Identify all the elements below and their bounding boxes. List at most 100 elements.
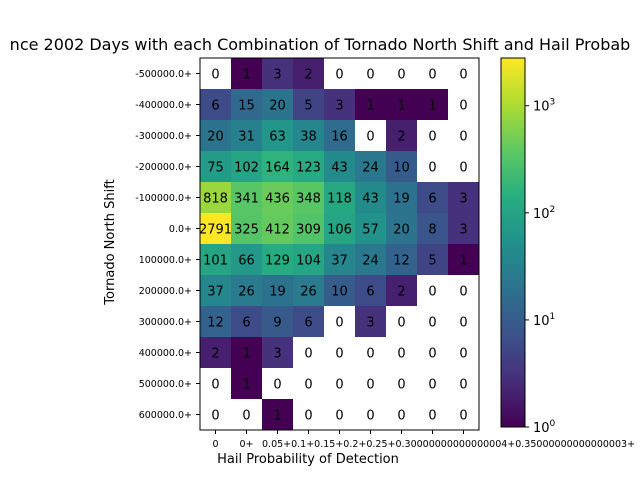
heatmap-cell: [200, 337, 232, 369]
heatmap-cell: [324, 244, 356, 276]
cell-value-label: 0: [428, 161, 436, 176]
cell-value-label: 0: [397, 316, 405, 331]
heatmap-cell: [386, 58, 418, 90]
cell-value-label: 1: [397, 99, 405, 114]
cell-value-label: 129: [265, 254, 290, 269]
cell-value-label: 3: [335, 99, 343, 114]
heatmap-cell: [231, 58, 263, 90]
heatmap-cell: [200, 120, 232, 152]
heatmap-cell: [448, 151, 480, 183]
heatmap-cell: [262, 151, 294, 183]
heatmap-cell: [262, 182, 294, 214]
heatmap-cell: [417, 182, 449, 214]
colorbar-gradient: [500, 57, 526, 428]
heatmap-cell: [355, 306, 387, 338]
cell-value-label: 1: [242, 378, 250, 393]
y-tick-label: 0.0+: [169, 224, 192, 235]
cell-value-label: 3: [366, 316, 374, 331]
cell-value-label: 309: [296, 223, 321, 238]
heatmap-cell: [262, 213, 294, 245]
cell-value-label: 63: [269, 130, 286, 145]
heatmap-cell: [231, 89, 263, 121]
heatmap-cell: [262, 399, 294, 431]
heatmap-cell: [262, 368, 294, 400]
cell-value-label: 0: [304, 347, 312, 362]
cell-value-label: 20: [393, 223, 410, 238]
cell-value-label: 0: [459, 316, 467, 331]
heatmap-cell: [386, 368, 418, 400]
y-axis-ticks: -500000.0+ -400000.0+ -300000.0+ -200000.0+…: [135, 69, 200, 421]
heatmap-cell: [200, 275, 232, 307]
cell-value-label: 341: [234, 192, 259, 207]
cell-value-label: 3: [459, 192, 467, 207]
heatmap-cell: [355, 89, 387, 121]
heatmap-cell: [355, 275, 387, 307]
heatmap-cell: [262, 58, 294, 90]
cell-value-labels: 0 1 3 2 0 0 0 0 06 15 20 5 3 1 1 1 020 31 63 38 16 0 2 0 075 102 1…: [199, 68, 468, 424]
cell-value-label: 0: [273, 378, 281, 393]
cell-value-label: 12: [207, 316, 224, 331]
heatmap-cell: [355, 399, 387, 431]
cell-value-label: 75: [207, 161, 224, 176]
heatmap-cell: [386, 120, 418, 152]
cell-value-label: 37: [207, 285, 224, 300]
cell-value-label: 26: [300, 285, 317, 300]
heatmap-cell: [262, 89, 294, 121]
cell-value-label: 0: [428, 316, 436, 331]
cell-value-label: 0: [428, 378, 436, 393]
heatmap-cell: [231, 120, 263, 152]
cell-value-label: 2: [304, 68, 312, 83]
heatmap-cell: [417, 151, 449, 183]
heatmap-cell: [448, 244, 480, 276]
heatmap-cell: [324, 306, 356, 338]
heatmap-cell: [386, 306, 418, 338]
cell-value-label: 102: [234, 161, 259, 176]
heatmap-cell: [200, 151, 232, 183]
heatmap-cell: [417, 399, 449, 431]
heatmap-cell: [417, 120, 449, 152]
heatmap-cell: [200, 89, 232, 121]
heatmap-cell: [448, 337, 480, 369]
cell-value-label: 101: [203, 254, 228, 269]
heatmap-cell: [355, 337, 387, 369]
cell-value-label: 10: [393, 161, 410, 176]
heatmap-cell: [324, 275, 356, 307]
heatmap-cell: [386, 89, 418, 121]
heatmap-cell: [293, 275, 325, 307]
cell-value-label: 6: [366, 285, 374, 300]
heatmap-cell: [293, 151, 325, 183]
cell-value-label: 2: [211, 347, 219, 362]
cell-value-label: 19: [269, 285, 286, 300]
heatmap-cell: [448, 213, 480, 245]
x-tick-label: 0.05+0.1+0.15+0.2+0.25+0.300000000000000…: [262, 439, 635, 450]
heatmap-cell: [417, 244, 449, 276]
heatmap-cell: [324, 368, 356, 400]
cell-value-label: 3: [273, 347, 281, 362]
cell-value-label: 6: [304, 316, 312, 331]
heatmap-cell: [293, 120, 325, 152]
y-tick-label: 600000.0+: [139, 410, 192, 421]
cell-value-label: 818: [203, 192, 228, 207]
cell-value-label: 10: [331, 285, 348, 300]
heatmap-cell: [417, 337, 449, 369]
cell-value-label: 0: [459, 130, 467, 145]
heatmap-cell: [355, 120, 387, 152]
x-axis-ticks: 0 0+ 0.05+0.1+0.15+0.2+0.25+0.300000000000…: [212, 430, 635, 450]
cell-value-label: 3: [273, 68, 281, 83]
heatmap-cell: [417, 58, 449, 90]
cell-value-label: 3: [459, 223, 467, 238]
heatmap-cell: [355, 368, 387, 400]
cell-value-label: 0: [335, 409, 343, 424]
heatmap-cell: [355, 244, 387, 276]
heatmap-cell: [293, 213, 325, 245]
cell-value-label: 66: [238, 254, 255, 269]
heatmap-cell: [293, 89, 325, 121]
x-axis-label: Hail Probability of Detection: [217, 452, 399, 467]
heatmap-cell: [324, 182, 356, 214]
heatmap-cell: [324, 151, 356, 183]
cell-value-label: 31: [238, 130, 255, 145]
cell-value-label: 1: [428, 99, 436, 114]
y-tick-label: 400000.0+: [139, 348, 192, 359]
cell-value-label: 0: [459, 68, 467, 83]
colorbar: 100 101 102 103: [500, 57, 556, 436]
